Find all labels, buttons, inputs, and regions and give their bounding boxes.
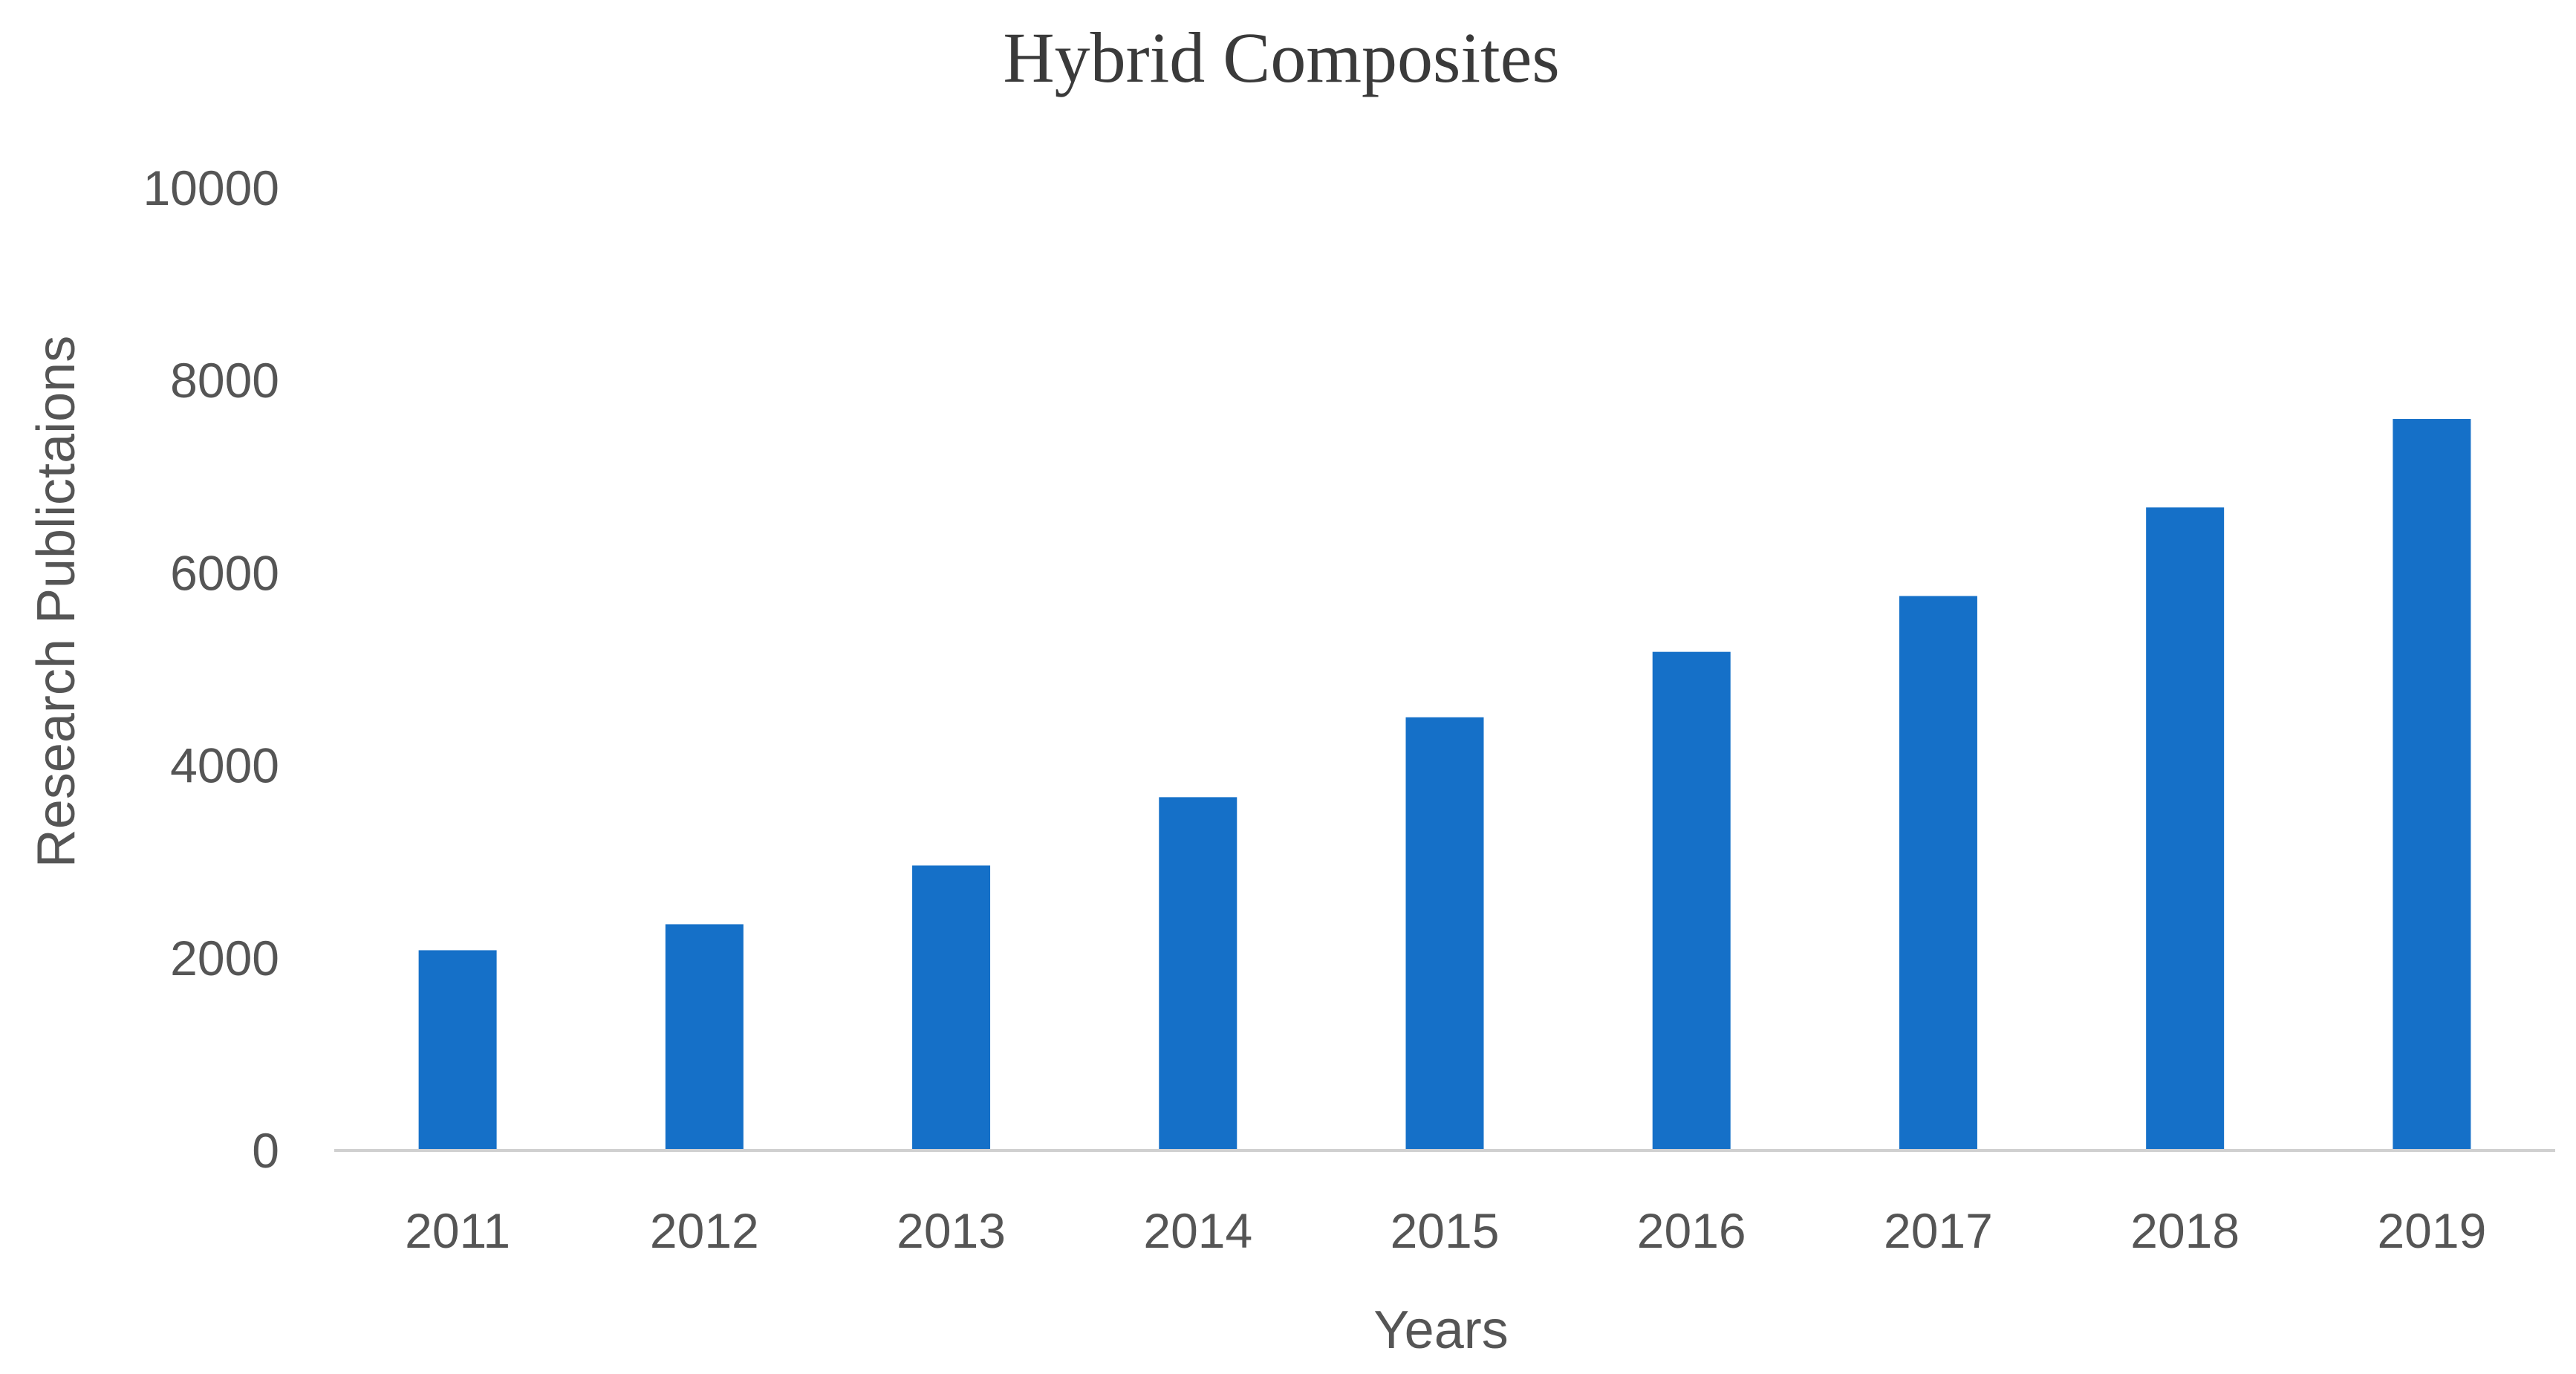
- y-axis-ticks: 0 2000 4000 6000 8000 10000: [143, 160, 279, 1178]
- bar-2019: [2393, 419, 2471, 1150]
- bar-2013: [912, 865, 991, 1150]
- bar-2015: [1405, 717, 1484, 1150]
- x-tick-label: 2017: [1884, 1203, 1993, 1258]
- bar-2012: [665, 924, 744, 1150]
- x-axis-ticks: 2011 2012 2013 2014 2015 2016 2017 2018 2019: [405, 1203, 2486, 1258]
- y-tick-label: 8000: [170, 353, 279, 408]
- y-tick-label: 6000: [170, 545, 279, 600]
- x-tick-label: 2014: [1143, 1203, 1252, 1258]
- x-tick-label: 2016: [1637, 1203, 1746, 1258]
- bar-2018: [2146, 507, 2225, 1150]
- y-axis-label: Research Publictaions: [27, 336, 86, 867]
- x-tick-label: 2011: [405, 1203, 510, 1258]
- x-axis-label: Years: [1373, 1300, 1508, 1360]
- x-tick-label: 2013: [897, 1203, 1006, 1258]
- bars-group: [418, 419, 2471, 1150]
- y-tick-label: 0: [252, 1123, 279, 1178]
- bar-2011: [418, 950, 497, 1150]
- x-tick-label: 2015: [1391, 1203, 1500, 1258]
- y-tick-label: 2000: [170, 931, 279, 986]
- bar-2017: [1899, 596, 1977, 1150]
- x-tick-label: 2018: [2130, 1203, 2240, 1258]
- bar-2014: [1159, 797, 1237, 1150]
- bar-2016: [1652, 651, 1731, 1150]
- chart-title: Hybrid Composites: [1003, 18, 1559, 97]
- x-tick-label: 2012: [650, 1203, 759, 1258]
- y-tick-label: 4000: [170, 738, 279, 793]
- y-tick-label: 10000: [143, 160, 279, 215]
- x-tick-label: 2019: [2377, 1203, 2486, 1258]
